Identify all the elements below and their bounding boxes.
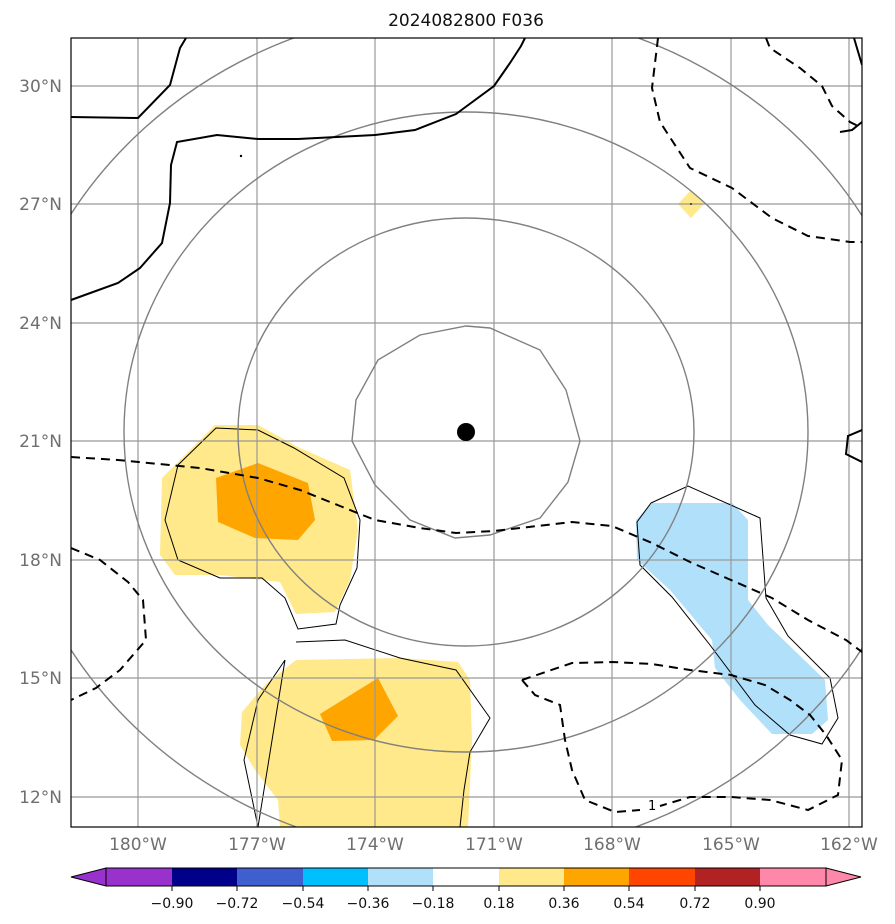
lat-label: 24°N [19,314,62,334]
colorbar-tick-label: 0.36 [548,896,579,912]
dashed-contours [71,38,862,814]
longitude-labels: 180°W 177°W 174°W 171°W 168°W 165°W 162°… [109,835,878,855]
lat-label: 18°N [19,551,62,571]
colorbar-tick-label: −0.36 [347,896,390,912]
lat-label: 30°N [19,77,62,97]
colorbar-bin [368,868,433,886]
positive-anomaly-area-south [240,658,472,827]
map-content: 1 [71,38,862,827]
colorbar-tick-label: −0.72 [216,896,259,912]
shading-outlines [164,427,839,827]
colorbar-bin [629,868,695,886]
lat-label: 12°N [19,788,62,808]
lon-label: 171°W [465,835,523,855]
lat-label: 15°N [19,669,62,689]
lat-label: 21°N [19,432,62,452]
contour-label: 1 [648,799,656,814]
colorbar-over-arrow [825,867,862,887]
colorbar-tick-label: 0.18 [483,896,514,912]
colorbar-frame [105,867,827,887]
latitude-labels: 30°N 27°N 24°N 21°N 18°N 15°N 12°N [19,77,62,808]
contour-dot-northeast [690,203,692,205]
colorbar-bin [433,868,499,886]
colorbar-tick-label: 0.90 [744,896,775,912]
map-frame [70,37,863,828]
colorbar-bin [499,868,564,886]
lon-label: 177°W [228,835,286,855]
colorbar-tick-label: 0.54 [613,896,644,912]
range-rings [71,38,862,827]
colorbar-bin [237,868,303,886]
map-gridlines [71,38,862,827]
solid-contours [71,38,862,463]
colorbar: −0.90 −0.72 −0.54 −0.36 −0.18 0.18 0.36 … [70,867,862,912]
lon-label: 168°W [583,835,641,855]
map-title: 2024082800 F036 [388,11,544,31]
colorbar-tick-label: −0.54 [282,896,325,912]
colorbar-bin [760,868,826,886]
colorbar-under-arrow [70,867,107,887]
colorbar-bin [564,868,629,886]
colorbar-tick-label: −0.90 [151,896,194,912]
lon-label: 174°W [346,835,404,855]
lon-label: 162°W [820,835,878,855]
strong-anomaly-area-west [216,463,315,540]
colorbar-tick-label: −0.18 [412,896,455,912]
colorbar-bin [303,868,368,886]
lon-label: 180°W [109,835,167,855]
negative-anomaly-area-east [636,503,828,734]
colorbar-bin [172,868,237,886]
lat-label: 27°N [19,195,62,215]
colorbar-tick-label: 0.72 [679,896,710,912]
strong-anomaly-area-south [320,678,398,741]
colorbar-bin [695,868,760,886]
contour-dot [239,154,243,158]
lon-label: 165°W [702,835,760,855]
storm-center-marker [457,423,475,441]
colorbar-bin [106,868,172,886]
